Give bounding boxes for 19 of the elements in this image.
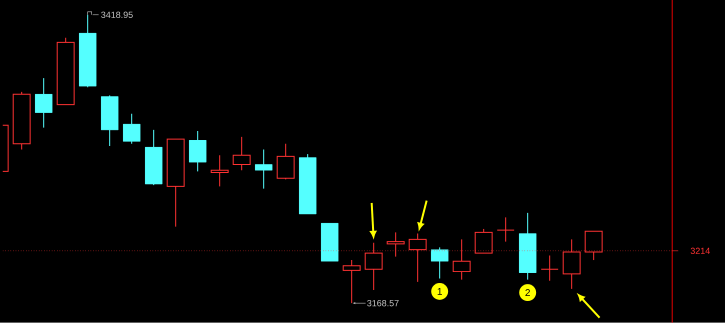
candlestick (276, 143, 295, 180)
annotation: 1 (438, 288, 442, 295)
candlestick (540, 255, 559, 282)
annotation: 3168.57 (367, 300, 399, 306)
candlestick (430, 246, 448, 280)
candlestick (232, 136, 251, 171)
candlestick (166, 138, 185, 228)
annotation: 2 (525, 289, 530, 296)
candlestick (210, 154, 229, 187)
annotation: 3418.95 (101, 12, 133, 18)
candlestick (188, 130, 206, 172)
candlestick (254, 149, 272, 190)
candlestick (100, 94, 118, 147)
candlestick (34, 78, 52, 128)
candlestick (122, 113, 140, 144)
ref-line-label: 3214 (690, 248, 710, 254)
candlestick (144, 130, 162, 186)
candlestick (518, 212, 536, 280)
candlestick (496, 217, 515, 242)
